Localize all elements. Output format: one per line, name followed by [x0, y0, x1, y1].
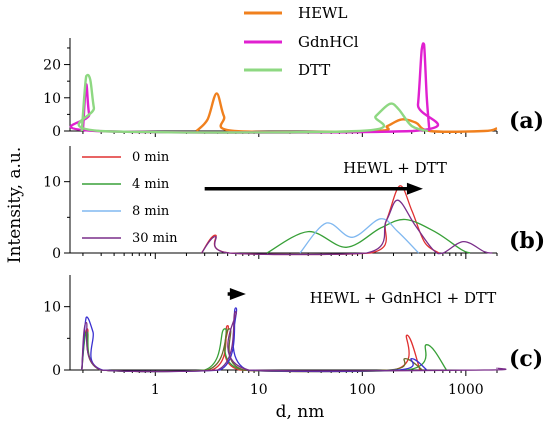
legend-entry: 30 min — [132, 231, 178, 246]
series-line-5 — [81, 311, 507, 373]
series-line-hewl — [195, 92, 498, 134]
x-tick-label: 1000 — [448, 382, 484, 398]
panel-label: (b) — [509, 228, 545, 254]
series-line-4 — [81, 307, 428, 373]
x-axis-title: d, nm — [276, 402, 325, 422]
legend-entry: HEWL — [298, 4, 347, 22]
x-tick-label: 100 — [349, 382, 376, 398]
y-tick-label: 10 — [43, 175, 61, 191]
legend-entry: DTT — [298, 61, 330, 79]
panel-a: 0 10 20 (a) HEWL GdnHCl DTT — [43, 4, 544, 140]
panel-label: (c) — [509, 346, 543, 372]
panel-annotation: HEWL + DTT — [343, 159, 447, 177]
legend-entry: GdnHCl — [298, 33, 359, 51]
panel-b: 0 10 (b) HEWL + DTT 0 min 4 min 8 min 30 min — [43, 146, 545, 262]
y-tick-label: 0 — [52, 246, 61, 262]
series-line-0-min — [201, 185, 440, 256]
shift-arrow-head — [406, 182, 423, 195]
legend-entry: 0 min — [132, 150, 170, 165]
y-axis-title: Intensity, a.u. — [5, 147, 25, 264]
panel-c: 0 10 (c) HEWL + GdnHCl + DTT — [43, 275, 543, 379]
panel-label: (a) — [509, 108, 544, 134]
legend-entry: 4 min — [132, 177, 170, 192]
y-tick-label: 0 — [52, 363, 61, 379]
y-tick-label: 0 — [52, 124, 61, 140]
shift-arrow-head — [229, 288, 246, 300]
y-tick-label: 10 — [43, 91, 61, 107]
y-tick-label: 10 — [43, 300, 61, 316]
series-line-30-min — [201, 199, 493, 256]
series-line-3 — [81, 328, 423, 373]
x-tick-label: 10 — [250, 382, 268, 398]
series-line-gdnhcl — [69, 42, 440, 134]
series-line-8-min — [299, 218, 420, 254]
series-line-dtt — [77, 73, 429, 134]
series-line-1 — [81, 325, 421, 373]
series-line-2 — [81, 328, 448, 373]
y-tick-label: 20 — [43, 58, 61, 74]
x-axis-ticks: 1 10 100 1000 — [151, 382, 484, 398]
panel-annotation: HEWL + GdnHCl + DTT — [310, 289, 497, 307]
legend-entry: 8 min — [132, 204, 170, 219]
series-line-4-min — [266, 218, 471, 254]
x-tick-label: 1 — [151, 382, 160, 398]
